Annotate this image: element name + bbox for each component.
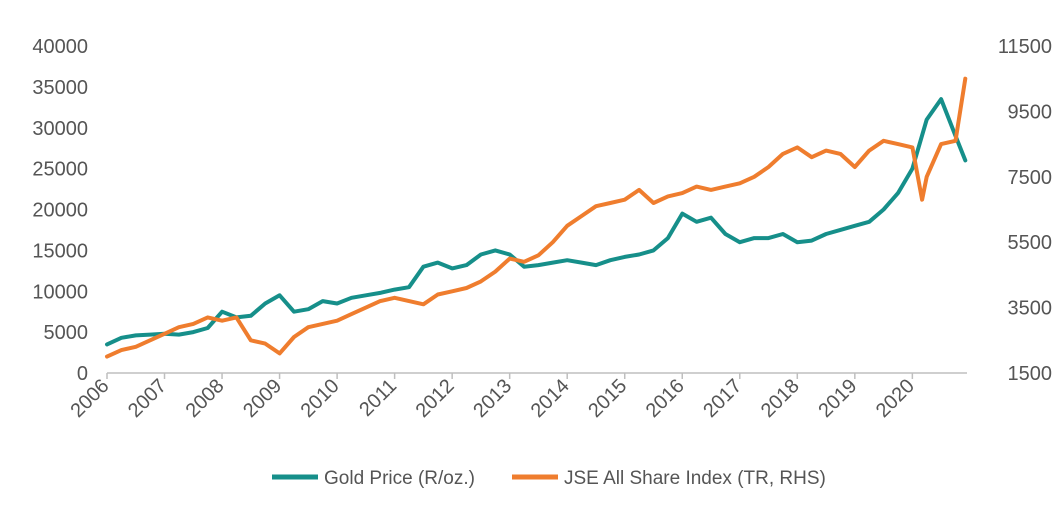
- right-y-tick-label: 9500: [1008, 101, 1053, 123]
- right-y-tick-label: 5500: [1008, 232, 1053, 254]
- x-tick-label: 2011: [355, 375, 401, 421]
- x-tick-label: 2016: [642, 375, 689, 422]
- x-tick-label: 2012: [412, 375, 459, 422]
- x-tick-label: 2007: [124, 375, 171, 422]
- x-tick-label: 2015: [584, 375, 631, 422]
- left-y-tick-label: 10000: [32, 281, 88, 303]
- legend-label-jse: JSE All Share Index (TR, RHS): [564, 468, 826, 489]
- left-y-tick-label: 5000: [44, 322, 89, 344]
- x-tick-label: 2009: [239, 375, 286, 422]
- x-tick-label: 2019: [814, 375, 861, 422]
- left-y-tick-label: 35000: [32, 77, 88, 99]
- legend: Gold Price (R/oz.) JSE All Share Index (…: [272, 468, 826, 489]
- left-y-tick-label: 40000: [32, 36, 88, 58]
- x-tick-label: 2008: [182, 375, 229, 422]
- x-tick-label: 2017: [699, 375, 746, 422]
- x-axis-ticks: 2006 2007 2008 2009 2010 2011 2012 2013 2014 2015…: [67, 373, 919, 422]
- x-tick-label: 2020: [872, 375, 919, 422]
- x-tick-label: 2013: [469, 375, 516, 422]
- x-tick-label: 2010: [297, 375, 344, 422]
- x-tick-label: 2018: [757, 375, 804, 422]
- right-y-axis-ticks: 1500 3500 5500 7500 9500 11500: [998, 36, 1052, 385]
- right-y-tick-label: 7500: [1008, 167, 1053, 189]
- series-layer: [105, 76, 968, 359]
- left-y-tick-label: 20000: [32, 200, 88, 222]
- left-y-axis-ticks: 0 5000 10000 15000 20000 25000 30000 35000 40000: [32, 36, 88, 385]
- jse-all-share-series-line: [105, 76, 968, 359]
- x-tick-label: 2006: [67, 375, 114, 422]
- right-y-tick-label: 3500: [1008, 298, 1053, 320]
- x-tick-label: 2014: [527, 375, 574, 422]
- right-y-tick-label: 1500: [1008, 363, 1053, 385]
- legend-label-gold: Gold Price (R/oz.): [324, 468, 475, 489]
- left-y-tick-label: 30000: [32, 118, 88, 140]
- left-y-tick-label: 15000: [32, 240, 88, 262]
- right-y-tick-label: 11500: [998, 36, 1052, 58]
- gold-price-series-line: [105, 97, 968, 347]
- left-y-tick-label: 25000: [32, 159, 88, 181]
- left-y-tick-label: 0: [77, 363, 88, 385]
